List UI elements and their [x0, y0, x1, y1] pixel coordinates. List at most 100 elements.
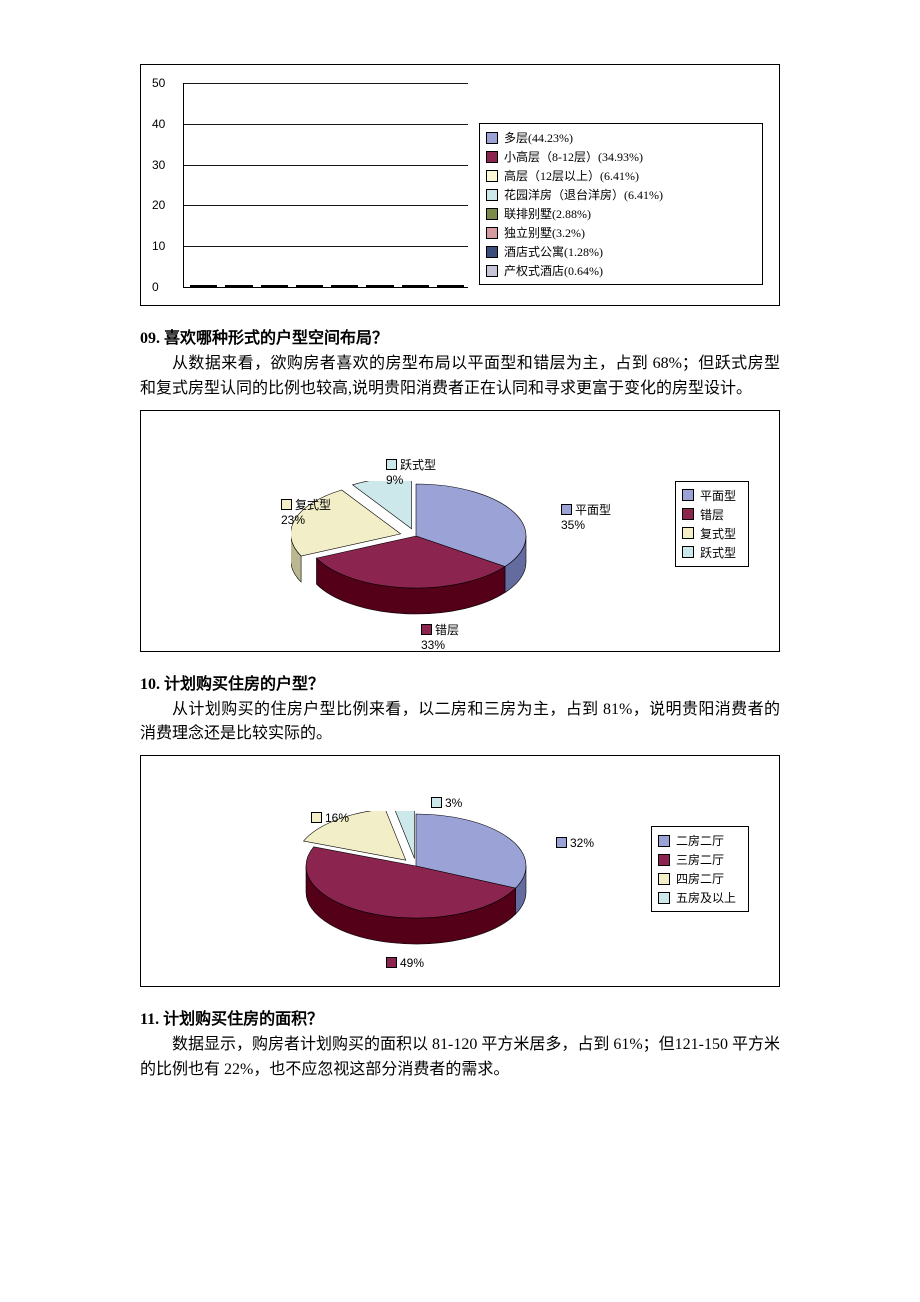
legend-label: 酒店式公寓(1.28%)	[504, 243, 603, 260]
gridline	[184, 124, 468, 125]
bar-fill	[296, 285, 323, 287]
legend-item: 跃式型	[682, 543, 736, 562]
legend-swatch	[682, 489, 694, 501]
bar-legend: 多层(44.23%) 小高层（8-12层）(34.93%)高层（12层以上）(6.…	[479, 123, 763, 285]
section-09-body: 从数据来看，欲购房者喜欢的房型布局以平面型和错层为主，占到 68%；但跃式房型和…	[140, 352, 780, 402]
legend-swatch	[486, 227, 498, 239]
legend-label: 小高层（8-12层）(34.93%)	[504, 148, 643, 165]
bar-chart-building-type: 0 10 20 30 40 50 多层(44.23%) 小高层（8-12层）(34.93%)…	[140, 64, 780, 306]
datalabel-swatch	[556, 837, 567, 848]
bar-fill	[437, 285, 464, 287]
section-11-body: 数据显示，购房者计划购买的面积以 81-120 平方米居多，占到 61%；但12…	[140, 1033, 780, 1083]
bar-plot-area: 0 10 20 30 40 50	[141, 65, 475, 305]
datalabel-text: 49%	[400, 956, 424, 970]
legend-swatch	[658, 892, 670, 904]
legend-item: 高层（12层以上）(6.41%)	[486, 166, 756, 185]
pie-datalabel: 平面型35%	[561, 501, 611, 532]
gridline	[184, 246, 468, 247]
gridline	[184, 83, 468, 84]
y-tick-label: 10	[152, 239, 165, 253]
section-10-body: 从计划购买的住房户型比例来看，以二房和三房为主，占到 81%，说明贵阳消费者的消…	[140, 698, 780, 748]
legend-swatch	[486, 132, 498, 144]
datalabel-swatch	[311, 812, 322, 823]
datalabel-swatch	[386, 459, 397, 470]
datalabel-text: 23%	[281, 513, 305, 527]
legend-swatch	[486, 189, 498, 201]
bar-fill	[190, 285, 217, 287]
pie-datalabel: 错层33%	[421, 621, 459, 652]
datalabel-swatch	[421, 624, 432, 635]
pie-datalabel: 32%	[556, 836, 594, 850]
bar	[437, 285, 462, 287]
bar	[190, 285, 215, 287]
legend-item: 四房二厅	[658, 869, 736, 888]
bar	[402, 285, 427, 287]
datalabel-text: 错层	[435, 623, 459, 637]
legend-swatch	[658, 854, 670, 866]
legend-swatch	[486, 208, 498, 220]
legend-label: 三房二厅	[676, 851, 724, 868]
bar-axes: 01020304050	[183, 83, 468, 288]
datalabel-swatch	[281, 499, 292, 510]
y-tick-label: 50	[152, 76, 165, 90]
legend-item: 独立别墅(3.2%)	[486, 223, 756, 242]
y-tick-label: 0	[152, 280, 159, 294]
bar	[331, 285, 356, 287]
legend-swatch	[486, 170, 498, 182]
bar-fill	[402, 285, 429, 287]
legend-label: 错层	[700, 506, 724, 523]
datalabel-swatch	[431, 797, 442, 808]
legend-label: 花园洋房（退台洋房）(6.41%)	[504, 186, 663, 203]
bar-fill	[225, 285, 252, 287]
legend-label: 二房二厅	[676, 832, 724, 849]
pie-datalabel: 49%	[386, 956, 424, 970]
datalabel-text: 32%	[570, 836, 594, 850]
bar	[261, 285, 286, 287]
bar	[296, 285, 321, 287]
y-tick-label: 30	[152, 158, 165, 172]
pie-datalabel: 复式型23%	[281, 496, 331, 527]
datalabel-text: 33%	[421, 638, 445, 652]
document-page: 0 10 20 30 40 50 多层(44.23%) 小高层（8-12层）(34.93%)…	[0, 0, 920, 1151]
legend-label: 独立别墅(3.2%)	[504, 224, 585, 241]
section-11-title: 11. 计划购买住房的面积？	[140, 1005, 780, 1029]
datalabel-swatch	[561, 504, 572, 515]
legend-item: 花园洋房（退台洋房）(6.41%)	[486, 185, 756, 204]
legend-item: 酒店式公寓(1.28%)	[486, 242, 756, 261]
legend-item: 产权式酒店(0.64%)	[486, 261, 756, 280]
legend-label: 跃式型	[700, 544, 736, 561]
datalabel-text: 复式型	[295, 498, 331, 512]
legend-swatch	[658, 873, 670, 885]
legend-item: 复式型	[682, 524, 736, 543]
legend-swatch	[486, 265, 498, 277]
datalabel-text: 35%	[561, 518, 585, 532]
pie-chart-unit-type: 32% 49% 16% 3% 二房二厅三房二厅四房二厅五房及以上	[140, 755, 780, 987]
legend-item: 多层(44.23%)	[486, 128, 756, 147]
legend-swatch	[682, 527, 694, 539]
legend-swatch	[486, 151, 498, 163]
legend-label: 联排别墅(2.88%)	[504, 205, 591, 222]
datalabel-text: 9%	[386, 473, 403, 487]
gridline	[184, 165, 468, 166]
bar	[225, 285, 250, 287]
legend-item: 平面型	[682, 486, 736, 505]
datalabel-text: 3%	[445, 796, 462, 810]
section-09-title: 09. 喜欢哪种形式的户型空间布局？	[140, 324, 780, 348]
y-tick-label: 20	[152, 198, 165, 212]
legend-label: 产权式酒店(0.64%)	[504, 262, 603, 279]
pie-datalabel: 16%	[311, 811, 349, 825]
datalabel-text: 跃式型	[400, 458, 436, 472]
section-10-title: 10. 计划购买住房的户型？	[140, 670, 780, 694]
y-tick-label: 40	[152, 117, 165, 131]
pie2-legend: 二房二厅三房二厅四房二厅五房及以上	[651, 826, 749, 912]
gridline	[184, 205, 468, 206]
legend-label: 复式型	[700, 525, 736, 542]
pie-datalabel: 跃式型9%	[386, 456, 436, 487]
legend-item: 小高层（8-12层）(34.93%)	[486, 147, 756, 166]
bar-fill	[366, 285, 393, 287]
legend-swatch	[486, 246, 498, 258]
legend-label: 多层(44.23%)	[504, 129, 573, 146]
legend-item: 联排别墅(2.88%)	[486, 204, 756, 223]
legend-item: 五房及以上	[658, 888, 736, 907]
bar-series	[184, 83, 468, 287]
